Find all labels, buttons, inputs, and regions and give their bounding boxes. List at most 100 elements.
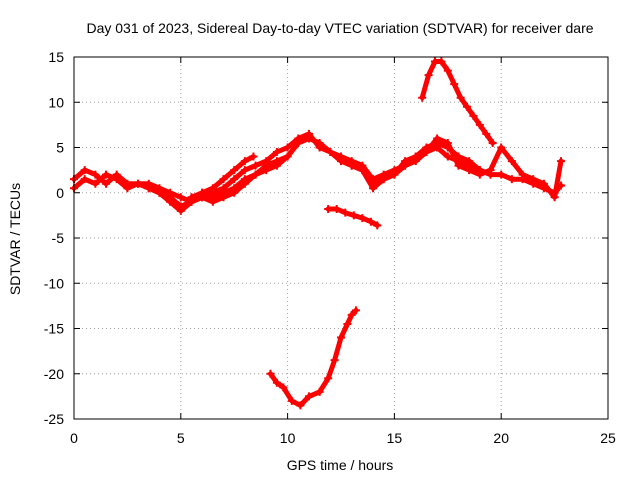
data-point [208,197,217,206]
data-point [272,378,281,387]
data-point [550,193,559,202]
y-tick-label: -5 [52,230,65,246]
data-point [456,93,465,102]
data-point [304,134,313,143]
data-point [443,152,452,161]
data-point [557,157,566,166]
data-tracks [70,57,566,410]
x-tick-label: 20 [493,430,509,446]
data-point [208,184,217,193]
y-tick-label: 10 [48,94,64,110]
data-point [230,188,239,197]
data-point [134,179,143,188]
data-point [497,170,506,179]
data-point [251,170,260,179]
data-point [443,138,452,147]
data-point [379,175,388,184]
data-point [341,208,350,217]
data-point [433,143,442,152]
data-point [529,175,538,184]
data-point [272,148,281,157]
data-point [422,148,431,157]
y-tick-label: 5 [56,140,64,156]
data-point [198,188,207,197]
data-point [304,392,313,401]
data-point [283,152,292,161]
data-point [123,184,132,193]
data-point [330,356,339,365]
data-point [465,161,474,170]
data-point [418,93,427,102]
data-point [411,157,420,166]
data-point [454,157,463,166]
x-tick-label: 15 [387,430,403,446]
x-tick-label: 10 [280,430,296,446]
y-axis-label: SDTVAR / TECUs [7,183,23,295]
data-point [324,205,333,214]
data-point [349,211,358,220]
data-point [482,129,491,138]
data-point [358,166,367,175]
data-point [343,319,352,328]
data-point [475,120,484,129]
data-point [366,217,375,226]
data-point [469,111,478,120]
data-point [187,193,196,202]
data-point [262,166,271,175]
data-point [390,170,399,179]
data-point [351,306,360,315]
data-point [518,170,527,179]
data-point [102,179,111,188]
data-point [176,206,185,215]
data-point [507,175,516,184]
series-track-5 [419,59,496,146]
y-tick-label: 0 [56,185,64,201]
data-point [102,170,111,179]
data-point [326,148,335,157]
chart-title: Day 031 of 2023, Sidereal Day-to-day VTE… [86,20,593,36]
data-point [332,205,341,214]
data-point [401,161,410,170]
data-point [373,221,382,230]
data-point [240,166,249,175]
x-axis-label: GPS time / hours [287,457,394,473]
grid-lines [74,57,608,419]
x-tick-label: 0 [70,430,78,446]
data-point [486,170,495,179]
data-point [219,193,228,202]
data-point [176,193,185,202]
data-point [347,161,356,170]
data-point [463,102,472,111]
data-point [347,310,356,319]
data-point [287,396,296,405]
plot-frame [73,56,609,420]
data-point [437,57,446,66]
data-point [279,383,288,392]
data-point [450,80,459,89]
data-point [488,138,497,147]
y-tick-label: -20 [44,366,64,382]
data-point [80,166,89,175]
data-point [249,152,258,161]
data-point [358,214,367,223]
data-point [296,401,305,410]
data-point [315,138,324,147]
data-point [144,184,153,193]
y-tick-label: -25 [44,411,64,427]
data-point [475,166,484,175]
y-tick-label: 15 [48,49,64,65]
data-point [283,143,292,152]
data-point [91,170,100,179]
data-point [80,175,89,184]
data-point [424,71,433,80]
data-point [219,175,228,184]
data-point [315,387,324,396]
data-point [507,157,516,166]
data-point [230,175,239,184]
data-point [294,138,303,147]
data-point [337,157,345,166]
data-point [91,179,100,188]
data-point [251,161,260,170]
axis-ticks: 0 5 10 15 20 25 15 10 5 0 -5 -10 -15 -20 -25 [44,49,616,446]
